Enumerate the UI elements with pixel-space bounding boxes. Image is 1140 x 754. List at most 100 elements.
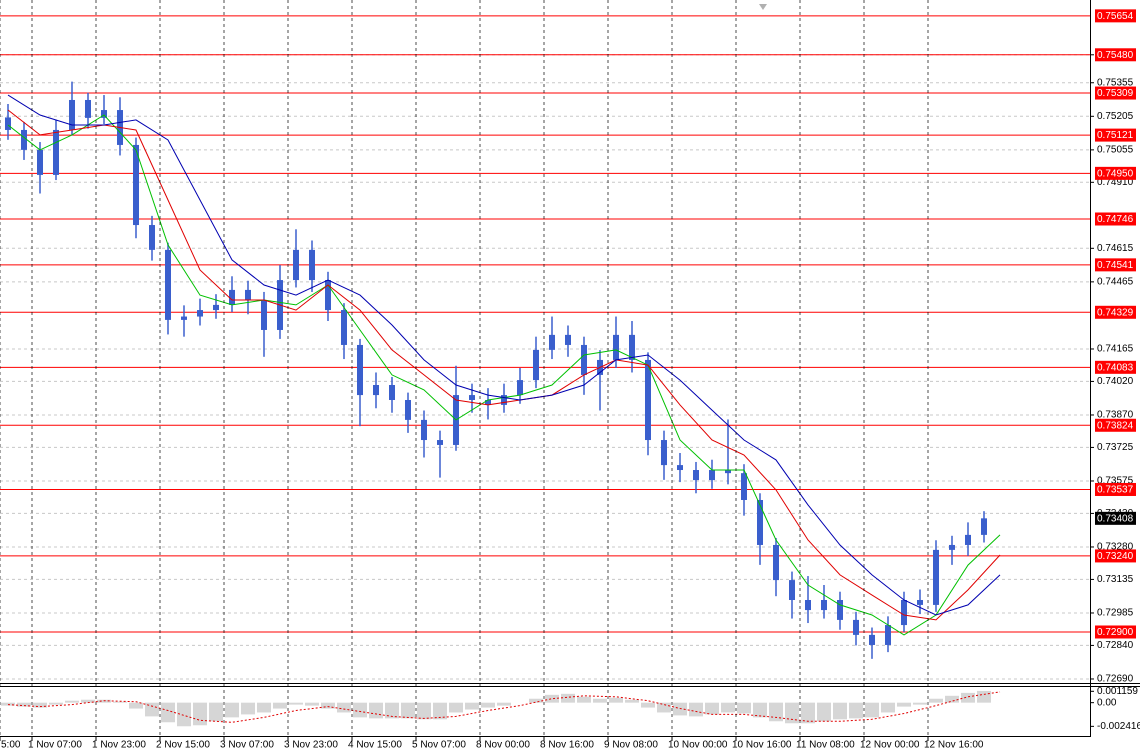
level-label-box [1095,212,1136,226]
level-label-box [1095,128,1136,142]
level-label: 0.74746 [1097,214,1134,225]
level-label: 0.75480 [1097,50,1134,61]
x-tick-label: 2 Nov 15:00 [156,740,210,751]
candle-body [213,304,219,311]
candle-body [645,359,651,441]
candle-body [245,289,251,300]
candle-body [613,334,619,360]
level-label: 0.75309 [1097,88,1134,99]
candle-body [501,395,507,405]
y-tick-label: 0.72690 [1097,674,1134,685]
moving-average [7,109,1001,621]
candle-body [565,334,571,345]
level-label: 0.73240 [1097,551,1134,562]
candle-body [293,249,299,281]
candle-body [757,499,763,545]
candle-body [693,470,699,481]
level-label: 0.74950 [1097,168,1134,179]
level-label-box [1095,625,1136,639]
candle-body [837,599,843,620]
x-tick-label: 5 Nov 07:00 [412,740,466,751]
x-tick-label: 8 Nov 16:00 [540,740,594,751]
candle-body [309,249,315,281]
candle-body [677,465,683,471]
x-tick-label: 9 Nov 08:00 [604,740,658,751]
osc-tick-label: 0.00 [1097,697,1117,708]
candle-body [357,344,363,396]
candle-body [389,385,395,400]
price-panel [0,15,1090,680]
level-label-box [1095,258,1136,272]
candle-body [133,144,139,226]
level-label: 0.74541 [1097,260,1134,271]
candle-body [709,470,715,481]
candle-body [869,634,875,645]
period-marker [759,4,767,10]
x-tick-label: 5:00 [1,740,21,751]
level-label: 0.72900 [1097,627,1134,638]
y-tick-label: 0.75355 [1097,77,1134,88]
moving-average [7,94,1001,616]
candle-body [37,149,43,175]
candle-body [165,249,171,320]
y-tick-label: 0.73575 [1097,476,1134,487]
axes: 0.75480 0.75355 0.75205 0.75055 0.74910 0.746… [0,9,1140,751]
candle-body [917,599,923,605]
candle-body [101,110,107,118]
current-price-label: 0.73408 [1097,513,1134,524]
y-tick-label: 0.74020 [1097,376,1134,387]
x-tick-label: 11 Nov 08:00 [796,740,855,751]
candle-body [325,280,331,311]
x-tick-label: 10 Nov 16:00 [732,740,792,751]
level-label: 0.73537 [1097,485,1134,496]
level-label: 0.74083 [1097,362,1134,373]
candle-body [341,310,347,345]
candle-body [965,534,971,545]
y-tick-label: 0.72985 [1097,608,1134,619]
x-tick-label: 12 Nov 00:00 [860,740,920,751]
level-label: 0.73824 [1097,420,1134,431]
candle-body [789,580,795,600]
candle-body [533,349,539,381]
candle-body [405,399,411,420]
candle-body [661,440,667,466]
level-label: 0.75654 [1097,11,1134,22]
candle-body [901,599,907,626]
candle-body [517,380,523,396]
y-tick-label: 0.73280 [1097,542,1134,553]
candle-body [421,419,427,441]
candle-body [197,310,203,317]
y-tick-label: 0.73870 [1097,410,1134,421]
candle-body [805,599,811,611]
x-tick-label: 12 Nov 16:00 [924,740,984,751]
candle-body [981,518,987,535]
level-label-box [1095,48,1136,62]
candle-body [741,473,747,500]
candle-body [469,395,475,400]
osc-tick-label: 0.001159 [1097,686,1138,697]
candle-body [5,117,11,130]
candle-body [69,99,75,130]
candle-body [485,399,491,405]
candle-body [549,334,555,350]
current-price-box [1095,511,1136,525]
y-tick-label: 0.74615 [1097,243,1134,254]
x-tick-label: 3 Nov 23:00 [284,740,338,751]
candle-body [181,316,187,320]
osc-tick-label: -0.002416 [1097,721,1140,732]
y-tick-label: 0.75055 [1097,145,1134,156]
candle-body [149,225,155,250]
candle-body [53,129,59,175]
candle-body [229,289,235,305]
x-tick-label: 8 Nov 00:00 [476,740,530,751]
candle-body [933,549,939,605]
candle-body [885,625,891,645]
level-label: 0.75121 [1097,130,1134,141]
x-tick-label: 1 Nov 23:00 [92,740,146,751]
level-label-box [1095,418,1136,432]
y-tick-label: 0.74465 [1097,277,1134,288]
level-label-box [1095,305,1136,319]
y-tick-label: 0.72840 [1097,640,1134,651]
